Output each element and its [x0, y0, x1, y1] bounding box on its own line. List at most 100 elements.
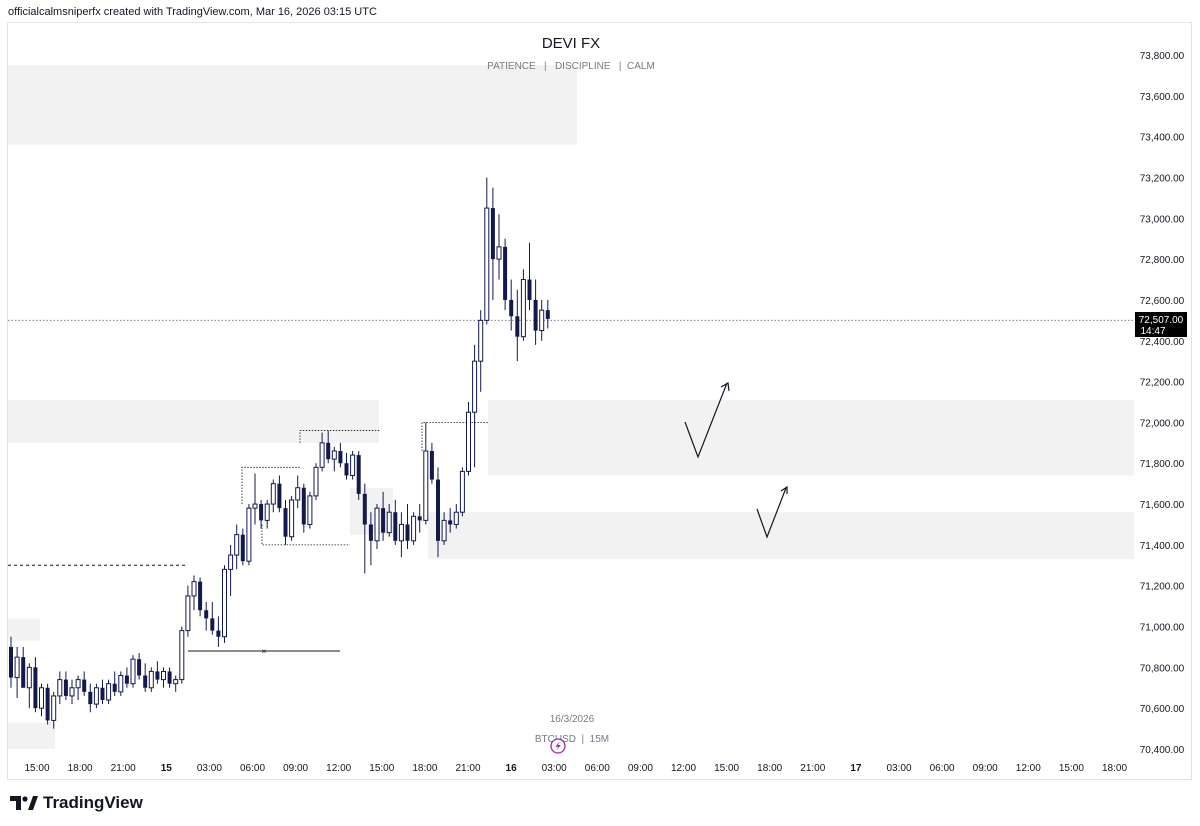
candle [338, 442, 343, 468]
candle [429, 442, 434, 484]
candle-body-bull [295, 487, 301, 501]
price-tick-label: 71,200.00 [1140, 582, 1185, 593]
candle [93, 683, 99, 709]
candle [472, 344, 478, 468]
candle [26, 663, 32, 709]
candle-body-bear [527, 279, 532, 300]
high-marker-line [299, 430, 380, 443]
candle-body-bear [429, 450, 434, 480]
candle [381, 491, 386, 541]
candle-body-bear [143, 675, 148, 688]
candle [283, 499, 288, 545]
candle-body-bear [100, 687, 105, 701]
candle-body-bull [331, 450, 337, 460]
candle [411, 512, 417, 545]
candle-body-bull [350, 454, 356, 476]
candle [252, 473, 258, 525]
time-tick-label: 06:00 [930, 763, 955, 774]
candle-body-bear [344, 463, 349, 476]
candle-body-bear [356, 455, 361, 494]
price-tick-label: 73,800.00 [1140, 51, 1185, 62]
candle [319, 432, 325, 472]
candle-body-bear [338, 450, 343, 464]
candle [9, 636, 13, 688]
candle [277, 475, 282, 513]
candle-body-bull [411, 515, 417, 542]
candle-body-bear [45, 687, 50, 721]
candle [234, 524, 240, 570]
tradingview-logo-text: TradingView [43, 793, 143, 812]
candle [448, 508, 453, 533]
candle-body-bear [533, 299, 538, 331]
candle-body-bull [441, 519, 447, 542]
time-tick-label: 15 [161, 763, 173, 774]
candle [356, 450, 361, 500]
candle-body-bear [436, 479, 440, 541]
candle [490, 187, 495, 300]
candle [216, 616, 221, 647]
candle [210, 602, 215, 635]
candle-body-bear [167, 671, 172, 684]
candle-body-bear [362, 493, 367, 525]
candle-body-bull [39, 687, 44, 709]
candle-body-bear [216, 630, 221, 637]
projection-arrow-2 [756, 487, 787, 539]
candle-body-bear [63, 679, 68, 696]
candle-body-bull [26, 666, 32, 689]
candle [539, 299, 545, 341]
candle-body-bear [405, 524, 410, 541]
candle-body-bull [106, 683, 112, 701]
candle [57, 671, 63, 705]
candle [173, 675, 179, 692]
candle [39, 683, 44, 717]
candle-body-bull [234, 534, 240, 556]
price-tick-label: 73,400.00 [1140, 133, 1185, 144]
candle [259, 499, 264, 529]
candle [88, 683, 93, 713]
time-tick-label: 15:00 [24, 763, 49, 774]
time-tick-label: 18:00 [1102, 763, 1127, 774]
candle [75, 675, 81, 701]
tradingview-logo[interactable]: TradingView [10, 793, 143, 813]
candle-body-bull [179, 630, 185, 681]
candle [344, 453, 349, 480]
candle-body-bear [9, 646, 13, 678]
price-tick-label: 72,800.00 [1140, 255, 1185, 266]
last-price-value: 72,507.00 [1139, 315, 1184, 326]
candle [69, 679, 75, 705]
candle-body-bull [75, 679, 81, 689]
time-tick-label: 18:00 [412, 763, 437, 774]
candles [9, 177, 550, 729]
candle [301, 483, 306, 533]
price-tick-label: 71,400.00 [1140, 541, 1185, 552]
time-tick-label: 15:00 [1059, 763, 1084, 774]
high-marker-line [241, 466, 300, 505]
candle [453, 504, 459, 529]
price-tick-label: 70,800.00 [1140, 663, 1185, 674]
chart-frame [7, 22, 1192, 780]
price-zone [8, 618, 40, 641]
candle-body-bull [228, 554, 234, 570]
candle-body-bull [496, 246, 502, 260]
candle-body-bear [155, 671, 160, 680]
candle [124, 667, 129, 688]
price-tick-label: 72,600.00 [1140, 296, 1185, 307]
candle [423, 422, 429, 525]
candle-body-bear [490, 208, 495, 260]
projection-arrowhead-1 [720, 382, 730, 392]
candle-body-bear [112, 683, 117, 692]
chart-attribution: officialcalmsniperfx created with Tradin… [8, 6, 377, 18]
candle [198, 577, 203, 617]
candle-body-bull [185, 595, 191, 632]
price-tick-label: 70,400.00 [1140, 745, 1185, 756]
candle [326, 430, 331, 464]
time-tick-label: 21:00 [455, 763, 480, 774]
candle-body-bear [545, 310, 550, 319]
candle-body-bear [88, 691, 93, 705]
candle [264, 499, 270, 529]
candle-body-bear [326, 442, 331, 460]
candle-body-bull [252, 503, 258, 509]
candle-body-bear [33, 667, 38, 709]
time-tick-label: 15:00 [714, 763, 739, 774]
